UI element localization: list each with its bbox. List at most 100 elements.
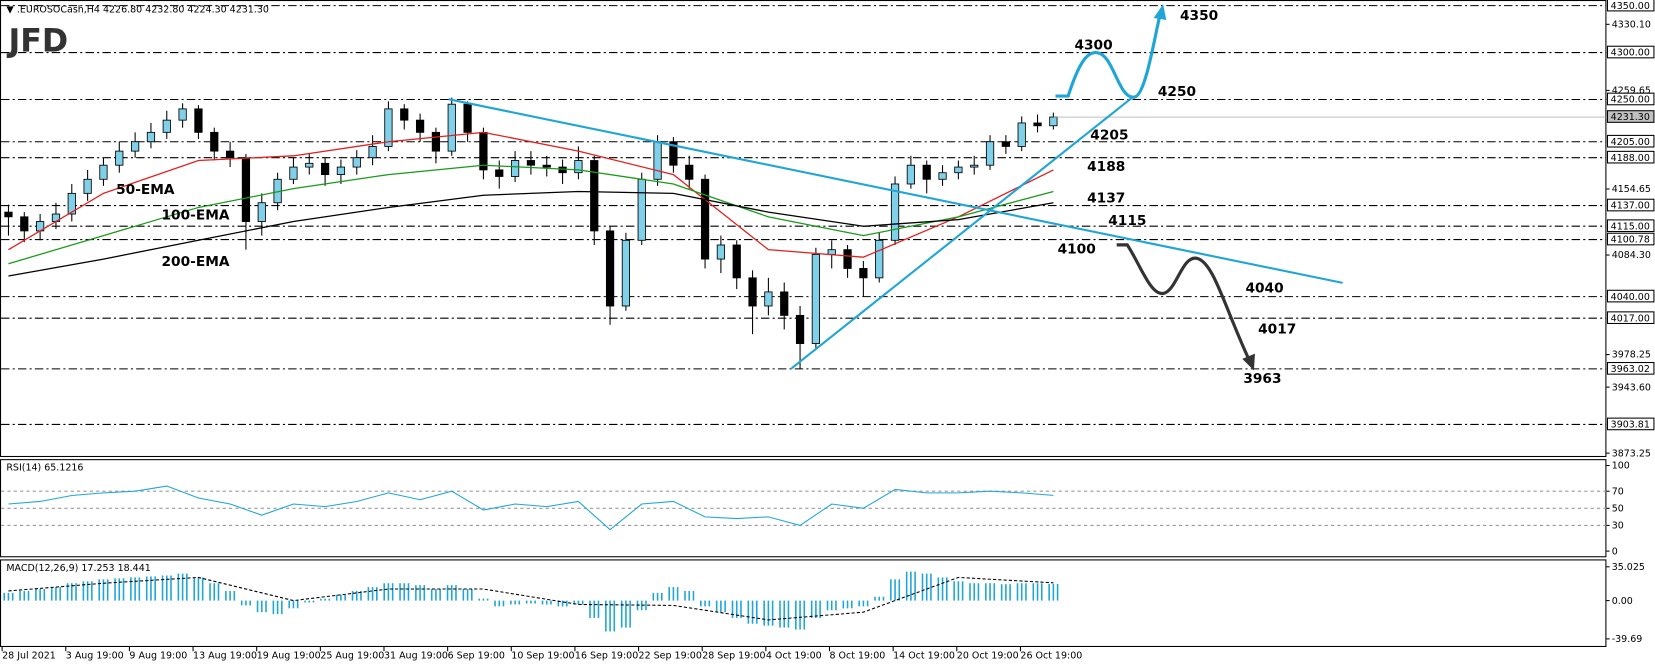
level-label: 4137.00: [1611, 201, 1650, 212]
y-tick-label: 4259.65: [1612, 86, 1651, 97]
candle-body: [748, 277, 757, 307]
candle-body: [669, 141, 678, 166]
y-tick-label: 4330.10: [1612, 19, 1651, 30]
candle-body: [178, 108, 187, 121]
level-box: [1606, 198, 1655, 212]
candle-body: [20, 216, 29, 232]
candle-body: [495, 169, 504, 177]
x-tick-label: 9 Aug 19:00: [129, 651, 187, 662]
candle-body: [210, 131, 219, 152]
y-tick-label: 3873.25: [1612, 448, 1651, 459]
candle-body: [590, 160, 599, 232]
downtrend-line: [448, 98, 1343, 284]
annotation: 4115: [1108, 213, 1146, 229]
ema-label: 200-EMA: [162, 254, 230, 270]
candle-body: [384, 108, 393, 147]
ema-line: [8, 190, 1054, 277]
annotation: 4040: [1245, 280, 1283, 296]
candle-body: [922, 164, 931, 180]
rsi-layer: [1, 485, 1607, 531]
level-label: 4017.00: [1611, 313, 1650, 324]
candle-body: [67, 192, 76, 215]
ema-line: [8, 164, 1054, 265]
candle-body: [938, 172, 947, 180]
x-tick-label: 31 Aug 19:00: [384, 651, 448, 662]
ema-line: [8, 131, 1054, 258]
level-box: [1606, 134, 1655, 148]
y-tick-label: 35.025: [1612, 562, 1645, 573]
candle-body: [431, 131, 441, 152]
bull-scenario: [1055, 14, 1162, 99]
candle-body: [1033, 122, 1042, 127]
annotation: 4350: [1180, 8, 1218, 24]
candle-body: [764, 291, 773, 307]
candle-body: [479, 131, 488, 171]
logo: JFD: [6, 24, 68, 60]
x-tick-label: 10 Sep 19:00: [511, 651, 574, 662]
level-box: [1606, 219, 1655, 233]
y-tick-label: 4154.65: [1612, 184, 1651, 195]
annotation: 4250: [1158, 84, 1196, 100]
x-tick-label: 8 Oct 19:00: [830, 651, 886, 662]
candle-body: [859, 268, 868, 279]
candle-body: [463, 103, 472, 133]
annotation: 3963: [1243, 371, 1281, 387]
candle-body: [320, 162, 330, 176]
candle-body: [510, 160, 520, 177]
x-tick-label: 26 Oct 19:00: [1020, 651, 1082, 662]
candle-body: [130, 141, 140, 152]
level-box: [1606, 362, 1655, 375]
annotation: 4205: [1090, 127, 1128, 143]
level-label: 4188.00: [1611, 153, 1650, 164]
bear-scenario: [1116, 243, 1251, 360]
candle-body: [574, 160, 583, 174]
level-box: [1606, 232, 1655, 246]
y-tick-label: 0.00: [1612, 596, 1633, 607]
level-label: 4350.00: [1611, 1, 1650, 12]
level-label: 4100.78: [1611, 235, 1650, 246]
macd-title: MACD(12,26,9) 17.253 18.441: [6, 563, 150, 574]
candle-body: [83, 178, 92, 194]
candle-body: [415, 119, 425, 133]
candle-body: [700, 178, 710, 260]
annotation: 4300: [1074, 38, 1112, 54]
y-tick-label: 4084.30: [1612, 250, 1651, 261]
level-label: 4300.00: [1611, 48, 1650, 59]
candle-body: [1001, 141, 1010, 147]
candle-body: [146, 131, 156, 143]
level-box: [1606, 417, 1655, 431]
uptrend-line: [790, 97, 1133, 370]
candle-body: [875, 239, 884, 279]
candle-body: [827, 249, 836, 255]
candle-body: [368, 146, 377, 159]
level-box: [1606, 92, 1655, 106]
y-tick-label: 3943.60: [1612, 382, 1651, 393]
candle-body: [225, 150, 235, 159]
candle-body: [162, 119, 171, 133]
level-label: 4115.00: [1611, 221, 1650, 232]
candle-body: [526, 160, 536, 166]
bear-arrowhead: [1242, 353, 1255, 371]
candle-body: [653, 141, 662, 180]
last-price-label: 4231.30: [1611, 112, 1650, 123]
level-label: 4205.00: [1611, 137, 1650, 148]
x-tick-label: 16 Sep 19:00: [575, 651, 638, 662]
main-pane: [0, 0, 1607, 458]
candle-body: [954, 166, 963, 174]
candle-body: [716, 244, 726, 260]
candle-body: [637, 178, 646, 241]
level-label: 3903.81: [1611, 420, 1650, 431]
x-tick-label: 20 Oct 19:00: [957, 651, 1019, 662]
y-tick-label: 70: [1612, 486, 1624, 497]
candle-body: [4, 211, 13, 218]
x-tick-label: 25 Aug 19:00: [320, 651, 384, 662]
x-tick-label: 14 Oct 19:00: [893, 651, 955, 662]
candle-body: [542, 164, 551, 168]
x-tick-label: 22 Sep 19:00: [639, 651, 702, 662]
x-tick-label: 4 Oct 19:00: [766, 651, 822, 662]
level-label: 4250.00: [1611, 95, 1650, 106]
candle-body: [811, 253, 821, 344]
level-box: [1606, 0, 1655, 12]
annotation: 4188: [1087, 159, 1125, 175]
